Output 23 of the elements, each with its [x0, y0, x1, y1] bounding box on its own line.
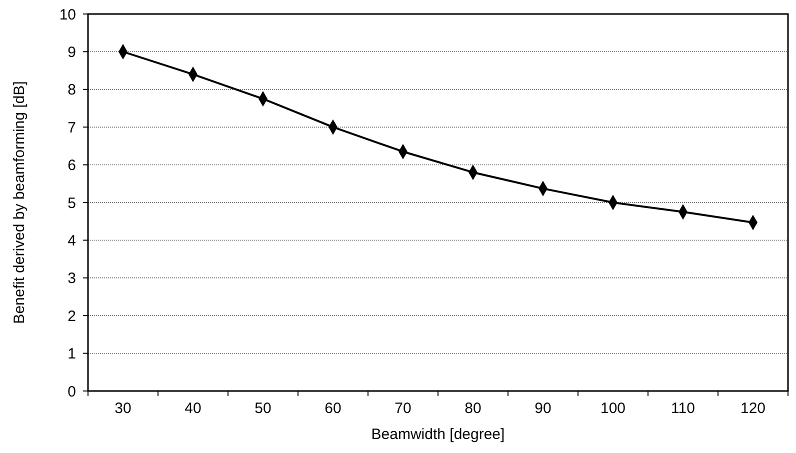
x-tick-label: 100: [600, 400, 626, 417]
x-tick-label: 30: [114, 400, 132, 417]
x-tick-label: 80: [464, 400, 482, 417]
x-tick-label: 60: [324, 400, 342, 417]
y-axis-title: Benefit derived by beamforming [dB]: [11, 81, 28, 324]
y-tick-label: 6: [68, 157, 76, 174]
y-tick-label: 4: [68, 232, 76, 250]
y-tick-label: 0: [68, 383, 76, 400]
y-tick-label: 1: [68, 346, 76, 363]
y-tick-label: 8: [68, 82, 76, 99]
y-tick-label: 9: [68, 44, 76, 61]
x-tick-label: 50: [254, 400, 272, 417]
x-tick-label: 70: [394, 400, 412, 417]
x-axis-title: Beamwidth [degree]: [371, 426, 505, 443]
x-tick-label: 90: [534, 400, 552, 417]
y-tick-label: 7: [68, 119, 76, 136]
x-tick-label: 110: [671, 400, 695, 417]
x-tick-label: 40: [184, 400, 202, 417]
y-tick-label: 3: [68, 270, 76, 288]
x-tick-label: 120: [740, 400, 766, 417]
y-tick-label: 2: [68, 308, 76, 325]
y-tick-label: 10: [59, 6, 76, 24]
y-tick-label: 5: [68, 194, 76, 212]
